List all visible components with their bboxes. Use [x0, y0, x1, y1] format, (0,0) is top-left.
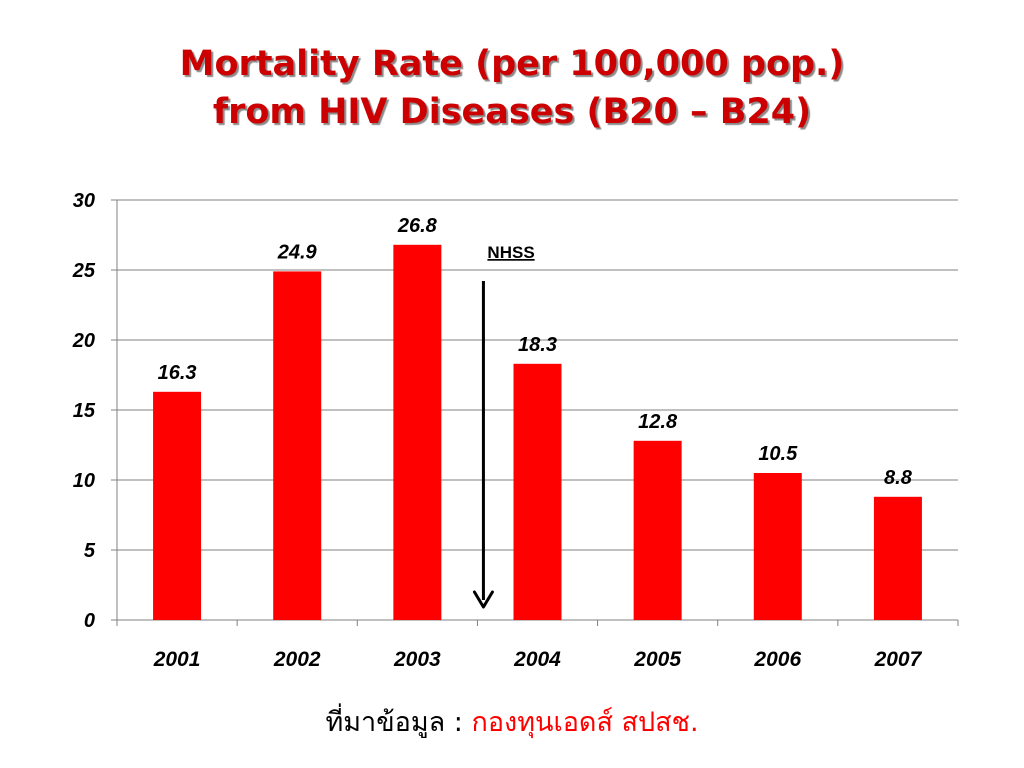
chart-title-line1: Mortality Rate (per 100,000 pop.): [179, 44, 845, 84]
data-label-2007: 8.8: [884, 467, 913, 489]
data-label-2002: 24.9: [277, 241, 318, 263]
annotation-nhss-label: NHSS: [487, 243, 534, 262]
data-label-2001: 16.3: [158, 362, 197, 384]
source-value: กองทุนเอดส์ สปสช.: [471, 707, 699, 738]
y-tick-label: 20: [72, 330, 95, 352]
x-tick-label-2006: 2006: [753, 648, 801, 671]
bar-2002: [273, 271, 322, 620]
chart-title-line2: from HIV Diseases (B20 – B24): [212, 92, 812, 132]
data-label-2005: 12.8: [638, 411, 678, 433]
data-label-2004: 18.3: [518, 334, 557, 356]
bar-2007: [873, 496, 922, 620]
x-tick-label-2005: 2005: [633, 648, 681, 671]
annotations: NHSS: [472, 243, 535, 609]
x-tick-label-2003: 2003: [393, 648, 441, 671]
source-label: ที่มาข้อมูล :: [325, 707, 472, 738]
bar-2003: [393, 244, 442, 621]
x-tick-label-2002: 2002: [273, 648, 321, 671]
x-tick-label-2004: 2004: [513, 648, 561, 671]
y-tick-label: 30: [73, 190, 95, 212]
y-tick-label: 0: [84, 610, 95, 632]
bar-2004: [513, 363, 562, 620]
y-tick-label: 10: [73, 470, 95, 492]
x-tick-label-2001: 2001: [153, 648, 201, 671]
data-label-2006: 10.5: [758, 443, 798, 465]
x-tick-label-2007: 2007: [874, 648, 923, 671]
data-labels: 16.3 24.9 26.8 18.3 12.8 10.5 8.8: [158, 215, 913, 489]
chart-title: Mortality Rate (per 100,000 pop.) from H…: [0, 40, 1024, 136]
axes: 0 5 10 15 20 25 30 2001 2002 2003 2004 2005 2006 2007: [72, 190, 959, 671]
y-tick-label: 15: [73, 400, 96, 422]
y-tick-label: 25: [72, 260, 96, 282]
bar-2001: [153, 391, 202, 620]
annotation-arrow-head: [472, 590, 494, 609]
bars: [153, 244, 922, 621]
data-label-2003: 26.8: [397, 215, 438, 237]
data-source: ที่มาข้อมูล : กองทุนเอดส์ สปสช.: [0, 700, 1024, 743]
bar-2006: [753, 473, 802, 620]
bar-2005: [633, 440, 682, 620]
y-tick-label: 5: [84, 540, 96, 562]
